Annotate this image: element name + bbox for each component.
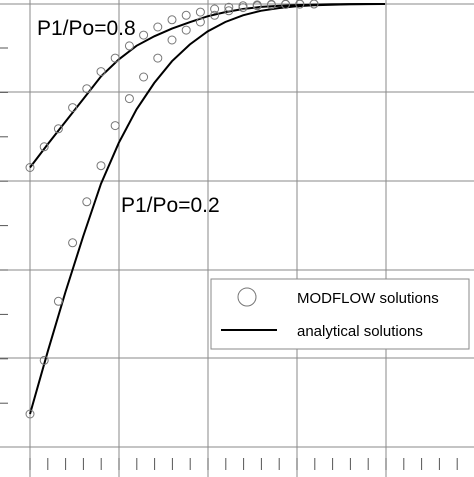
legend-label-analytical: analytical solutions xyxy=(297,323,423,340)
series-1-modflow-point-8 xyxy=(139,72,149,82)
series-1-modflow-point-0 xyxy=(25,409,35,419)
series-1-modflow-point-14 xyxy=(224,6,234,16)
series-1-modflow-point-20 xyxy=(309,0,319,9)
series-1-analytical-line xyxy=(29,3,386,415)
series-0-modflow-point-11 xyxy=(181,10,191,20)
series-1-modflow-point-4 xyxy=(82,197,92,207)
series-1-modflow-point-11 xyxy=(181,25,191,35)
legend: MODFLOW solutions analytical solutions xyxy=(210,278,470,350)
series-0-modflow-point-8 xyxy=(139,30,149,40)
series-1-modflow-point-7 xyxy=(124,94,134,104)
series-0-modflow-point-4 xyxy=(82,84,92,94)
series-1-modflow-point-12 xyxy=(195,17,205,27)
series-1-modflow-point-16 xyxy=(252,1,262,11)
series-0-modflow-point-2 xyxy=(53,124,63,134)
series-1-modflow-point-3 xyxy=(68,238,78,248)
series-0-modflow-point-3 xyxy=(68,103,78,113)
legend-label-modflow: MODFLOW solutions xyxy=(297,290,439,307)
series-1-modflow-point-19 xyxy=(295,0,305,9)
series-1-modflow-point-5 xyxy=(96,161,106,171)
series-0-modflow-point-7 xyxy=(124,41,134,51)
series-0-modflow-point-5 xyxy=(96,67,106,77)
series-1-modflow-point-13 xyxy=(210,10,220,20)
series-1-modflow-point-10 xyxy=(167,35,177,45)
annotation-p08: P1/Po=0.8 xyxy=(37,17,136,40)
series-0-modflow-point-14 xyxy=(224,2,234,12)
series-1-modflow-point-1 xyxy=(39,355,49,365)
series-1-modflow-point-2 xyxy=(53,296,63,306)
series-0-modflow-point-1 xyxy=(39,142,49,152)
series-1-modflow-point-9 xyxy=(153,53,163,63)
legend-marker-modflow xyxy=(237,287,257,307)
annotation-p02: P1/Po=0.2 xyxy=(121,194,220,217)
axis-ticks xyxy=(0,47,458,470)
series-0-modflow-point-6 xyxy=(110,53,120,63)
series-1-modflow-point-6 xyxy=(110,121,120,131)
series-1-modflow-point-18 xyxy=(281,0,291,9)
series-layer xyxy=(25,0,386,419)
series-1-modflow-point-17 xyxy=(266,0,276,10)
series-0-modflow-point-0 xyxy=(25,163,35,172)
series-0-modflow-point-9 xyxy=(153,22,163,32)
series-1-modflow-point-15 xyxy=(238,3,248,13)
series-0-modflow-point-10 xyxy=(167,15,177,25)
series-0-modflow-point-12 xyxy=(195,7,205,17)
series-0-modflow-point-13 xyxy=(210,4,220,14)
